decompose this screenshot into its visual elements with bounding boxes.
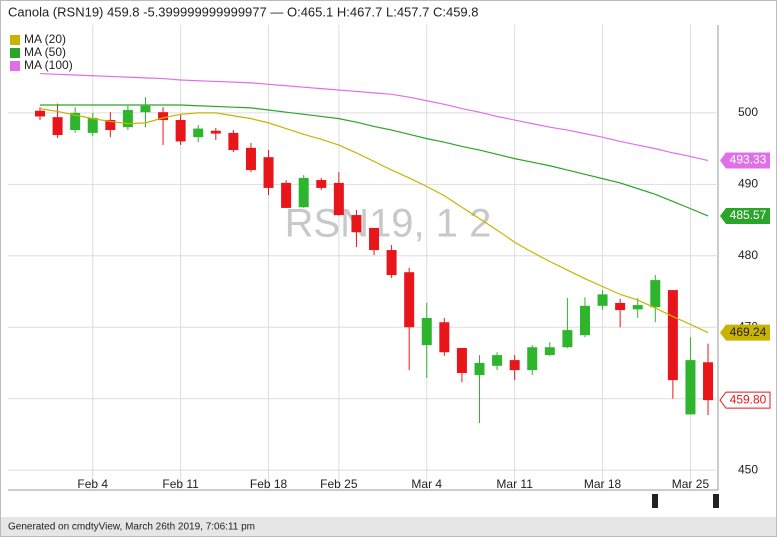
- scroll-handle[interactable]: [713, 494, 719, 508]
- candle-body: [105, 120, 116, 131]
- candle-body: [369, 227, 380, 251]
- candle-body: [333, 182, 344, 216]
- candle-body: [210, 130, 221, 134]
- candle-body: [263, 157, 274, 188]
- candle-body: [193, 128, 204, 138]
- legend-swatch: [10, 35, 20, 45]
- footer-bar: [1, 517, 776, 536]
- candle-body: [281, 182, 292, 208]
- last-value-tag: [720, 152, 770, 169]
- candle-body: [474, 362, 485, 376]
- candle-body: [456, 347, 467, 373]
- last-value-tag: [720, 324, 770, 341]
- last-value-tag: [720, 207, 770, 224]
- candle-body: [70, 112, 81, 131]
- candle-body: [228, 132, 239, 151]
- candle-body: [52, 117, 63, 136]
- candle-body: [685, 360, 696, 415]
- watermark: RSN19, 1 2: [285, 202, 492, 246]
- candle-body: [316, 180, 327, 188]
- candle-body: [615, 302, 626, 311]
- footer: Generated on cmdtyView, March 26th 2019,…: [8, 522, 255, 533]
- ma-line: [39, 72, 709, 162]
- candle-body: [386, 250, 397, 276]
- candle-body: [175, 120, 186, 142]
- x-tick-label: Feb 18: [250, 477, 288, 491]
- legend-swatch: [10, 48, 20, 58]
- x-tick-label: Mar 4: [411, 477, 442, 491]
- candle-body: [298, 177, 309, 208]
- x-tick-label: Mar 18: [584, 477, 622, 491]
- candle-body: [650, 280, 661, 308]
- last-value-label: 485.57: [730, 208, 767, 222]
- last-value-label: 493.33: [730, 153, 767, 167]
- legend-swatch: [10, 61, 20, 71]
- candle-body: [509, 360, 520, 371]
- legend-label: MA (100): [24, 58, 73, 72]
- candle-body: [245, 147, 256, 171]
- candle-body: [579, 305, 590, 336]
- candle-body: [703, 362, 714, 401]
- candle-body: [527, 347, 538, 371]
- scroll-handle[interactable]: [652, 494, 658, 508]
- candle-body: [404, 272, 415, 328]
- ma-line: [39, 108, 709, 334]
- x-tick-label: Feb 4: [77, 477, 108, 491]
- x-tick-label: Feb 25: [320, 477, 358, 491]
- candle-body: [439, 322, 450, 353]
- y-tick-label: 480: [738, 248, 758, 262]
- candle-body: [158, 112, 169, 121]
- candle-body: [35, 110, 45, 117]
- x-tick-label: Feb 11: [162, 477, 199, 491]
- y-tick-label: 490: [738, 177, 758, 191]
- last-close-label: 459.80: [730, 392, 767, 406]
- x-tick-label: Mar 11: [496, 477, 533, 491]
- candle-body: [597, 294, 608, 306]
- x-tick-label: Mar 25: [672, 477, 710, 491]
- chart-title: Canola (RSN19) 459.8 -5.399999999999977 …: [8, 4, 479, 19]
- legend-label: MA (50): [24, 45, 66, 59]
- candle-body: [544, 347, 555, 356]
- candle-body: [632, 305, 643, 310]
- last-close-tag: [719, 391, 771, 409]
- candle-body: [562, 330, 573, 348]
- legend-label: MA (20): [24, 32, 66, 46]
- candle-body: [667, 290, 678, 381]
- candle-body: [87, 117, 98, 133]
- y-tick-label: 500: [738, 105, 758, 119]
- y-tick-label: 450: [738, 462, 758, 476]
- candle-body: [122, 110, 133, 128]
- candle-body: [351, 215, 362, 233]
- ma-line: [40, 104, 709, 217]
- candle-body: [492, 355, 503, 366]
- candle-body: [421, 317, 432, 346]
- last-value-label: 469.24: [730, 325, 767, 339]
- candle-body: [140, 105, 151, 113]
